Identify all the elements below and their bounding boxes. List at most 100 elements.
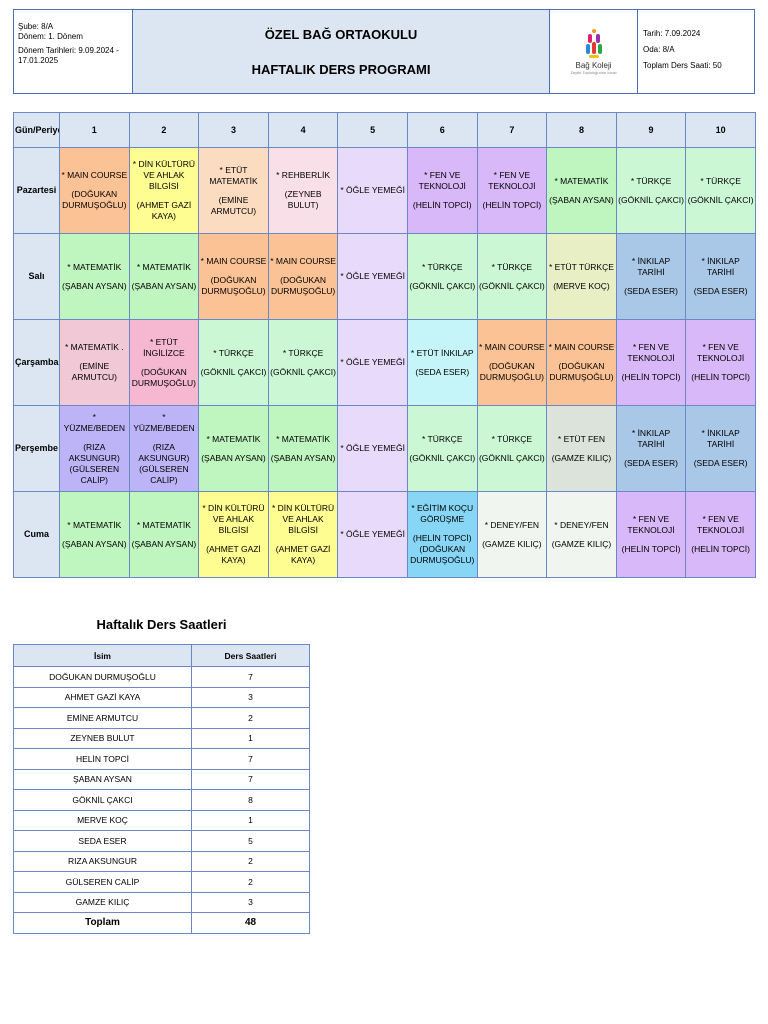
lesson-course: * TÜRKÇE — [700, 175, 741, 186]
lesson-teacher: (DOĞUKAN DURMUŞOĞLU) — [62, 189, 127, 210]
teacher-name: ŞABAN AYSAN — [13, 768, 192, 790]
lesson-course: * MATEMATİK — [67, 261, 122, 272]
lesson-course: * ÖĞLE YEMEĞİ — [340, 529, 405, 539]
hours-row: DOĞUKAN DURMUŞOĞLU 7 — [13, 666, 310, 688]
lesson-teacher: (AHMET GAZİ KAYA) — [275, 544, 331, 565]
corner-cell: Gün/Periyod — [13, 112, 60, 148]
teacher-hours: 1 — [191, 727, 310, 749]
lesson-teacher: (HELİN TOPCİ) — [482, 200, 542, 210]
lesson-cell: * İNKILAP TARİHİ (SEDA ESER) — [615, 233, 687, 320]
lesson-course: * FEN VE TEKNOLOJİ — [418, 170, 466, 191]
lesson-teacher: (RIZA AKSUNGUR) (GÜLSEREN CALİP) — [138, 441, 190, 485]
lesson-cell: * REHBERLİK (ZEYNEB BULUT) — [267, 147, 339, 234]
lesson-teacher: (HELİN TOPCİ) (DOĞUKAN DURMUŞOĞLU) — [410, 533, 475, 565]
bag-koleji-logo-icon — [585, 29, 602, 58]
lesson-cell: * İNKILAP TARİHİ (SEDA ESER) — [615, 405, 687, 492]
lesson-teacher: (HELİN TOPCİ) — [691, 544, 750, 554]
lesson-course: * MATEMATİK . — [64, 342, 124, 352]
teacher-name: DOĞUKAN DURMUŞOĞLU — [13, 666, 192, 688]
lesson-course: * TÜRKÇE — [282, 347, 324, 358]
teacher-name: GÖKNİL ÇAKCI — [13, 789, 192, 811]
donem-label: Dönem: 1. Dönem — [18, 32, 83, 41]
hours-col-name: İsim — [13, 644, 192, 667]
lesson-teacher: (SEDA ESER) — [693, 286, 748, 296]
teacher-hours: 1 — [191, 809, 310, 831]
lesson-course: * DENEY/FEN — [554, 519, 609, 530]
lesson-cell: * TÜRKÇE (GÖKNİL ÇAKCI) — [198, 319, 269, 406]
sube-label: Şube: 8/A — [18, 22, 54, 31]
lesson-course: * DENEY/FEN — [484, 519, 540, 530]
logo-subtitle: Zeytin Topluluğunun İncisi — [570, 70, 617, 75]
lesson-cell: * FEN VE TEKNOLOJİ (HELİN TOPCİ) — [476, 147, 548, 234]
lesson-course: * MATEMATİK — [136, 261, 191, 272]
lesson-cell: * ÖĞLE YEMEĞİ — [337, 405, 408, 492]
hours-row: MERVE KOÇ 1 — [13, 809, 310, 831]
lesson-cell: * ÖĞLE YEMEĞİ — [337, 147, 408, 234]
lesson-cell: * FEN VE TEKNOLOJİ (HELİN TOPCİ) — [615, 319, 687, 406]
lesson-course: * ETÜT TÜRKÇE — [549, 261, 614, 272]
period-header: 7 — [476, 112, 548, 148]
lesson-cell: * TÜRKÇE (GÖKNİL ÇAKCI) — [406, 233, 478, 320]
teacher-hours: 2 — [191, 850, 310, 872]
donem-dates-label: Dönem Tarihleri: 9.09.2024 - 17.01.2025 — [18, 46, 119, 65]
lesson-cell: * EĞİTİM KOÇU GÖRÜŞME (HELİN TOPCİ) (DOĞU… — [406, 491, 478, 578]
lesson-cell: * DENEY/FEN (GAMZE KILIÇ) — [546, 491, 617, 578]
lesson-cell: * ÖĞLE YEMEĞİ — [337, 491, 408, 578]
lesson-teacher: (HELİN TOPCİ) — [691, 372, 750, 382]
lesson-cell: * MATEMATİK (ŞABAN AYSAN) — [128, 491, 200, 578]
lesson-cell: * DİN KÜLTÜRÜ VE AHLAK BİLGİSİ (AHMET GAZ… — [128, 147, 200, 234]
period-header: 3 — [198, 112, 269, 148]
lesson-teacher: (GÖKNİL ÇAKCI) — [409, 452, 476, 463]
lesson-cell: * FEN VE TEKNOLOJİ (HELİN TOPCİ) — [615, 491, 687, 578]
oda-label: Oda: 8/A — [643, 45, 675, 54]
day-label: Salı — [13, 233, 60, 320]
lesson-course: * MAIN COURSE — [479, 342, 545, 352]
lesson-teacher: (GÖKNİL ÇAKCI) — [200, 366, 267, 377]
lesson-cell: * İNKILAP TARİHİ (SEDA ESER) — [685, 405, 756, 492]
day-label: Perşembe — [13, 405, 60, 492]
lesson-course: * DİN KÜLTÜRÜ VE AHLAK BİLGİSİ — [202, 503, 265, 535]
schedule-row: Çarşamba * MATEMATİK . (EMİNE ARMUTCU) * ET… — [13, 319, 756, 406]
period-header: 9 — [615, 112, 687, 148]
schedule-body: Pazartesi * MAIN COURSE (DOĞUKAN DURMUŞOĞL… — [13, 147, 756, 578]
lesson-course: * ÖĞLE YEMEĞİ — [340, 357, 405, 367]
lesson-cell: * FEN VE TEKNOLOJİ (HELİN TOPCİ) — [685, 319, 756, 406]
lesson-course: * İNKILAP TARİHİ — [701, 256, 740, 277]
lesson-cell: * TÜRKÇE (GÖKNİL ÇAKCI) — [406, 405, 478, 492]
lesson-cell: * MAIN COURSE (DOĞUKAN DURMUŞOĞLU) — [267, 233, 339, 320]
day-label: Çarşamba — [13, 319, 60, 406]
lesson-course: * MAIN COURSE — [200, 256, 267, 266]
lesson-teacher: (GÖKNİL ÇAKCI) — [478, 452, 545, 463]
lesson-course: * ÖĞLE YEMEĞİ — [340, 271, 405, 281]
schedule-row: Perşembe * YÜZME/BEDEN (RIZA AKSUNGUR) (GÜ… — [13, 405, 756, 492]
lesson-course: * DİN KÜLTÜRÜ VE AHLAK BİLGİSİ — [132, 159, 195, 191]
lesson-teacher: (GAMZE KILIÇ) — [551, 452, 612, 463]
period-header: 4 — [267, 112, 339, 148]
lesson-cell: * MAIN COURSE (DOĞUKAN DURMUŞOĞLU) — [476, 319, 548, 406]
schedule-header: Şube: 8/A Dönem: 1. Dönem Dönem Tarihler… — [13, 9, 755, 94]
header-info-left: Şube: 8/A Dönem: 1. Dönem Dönem Tarihler… — [14, 10, 133, 93]
teacher-name: GÜLSEREN CALİP — [13, 871, 192, 893]
lesson-teacher: (HELİN TOPCİ) — [621, 372, 681, 382]
lesson-teacher: (EMİNE ARMUTCU) — [71, 361, 117, 382]
lesson-course: * MATEMATİK — [206, 433, 261, 444]
lesson-course: * MAIN COURSE — [270, 256, 336, 266]
lesson-teacher: (SEDA ESER) — [624, 458, 678, 468]
lesson-course: * FEN VE TEKNOLOJİ — [627, 342, 675, 363]
tarih-label: Tarih: 7.09.2024 — [643, 29, 701, 38]
lesson-course: * TÜRKÇE — [491, 261, 533, 272]
lesson-cell: * DENEY/FEN (GAMZE KILIÇ) — [476, 491, 548, 578]
teacher-name: SEDA ESER — [13, 830, 192, 852]
lesson-teacher: (ŞABAN AYSAN) — [270, 452, 336, 463]
lesson-teacher: (ŞABAN AYSAN) — [62, 538, 127, 549]
lesson-course: * YÜZME/BEDEN — [63, 411, 125, 433]
lesson-teacher: (DOĞUKAN DURMUŞOĞLU) — [270, 275, 336, 296]
lesson-teacher: (AHMET GAZİ KAYA) — [206, 544, 261, 565]
lesson-course: * ETÜT İNKILAP — [410, 347, 474, 358]
hours-row: EMİNE ARMUTCU 2 — [13, 707, 310, 729]
lesson-teacher: (DOĞUKAN DURMUŞOĞLU) — [131, 366, 196, 388]
hours-row: GAMZE KILIÇ 3 — [13, 891, 310, 913]
header-info-right: Tarih: 7.09.2024 Oda: 8/A Toplam Ders Sa… — [638, 10, 754, 93]
teacher-hours: 7 — [191, 768, 310, 790]
